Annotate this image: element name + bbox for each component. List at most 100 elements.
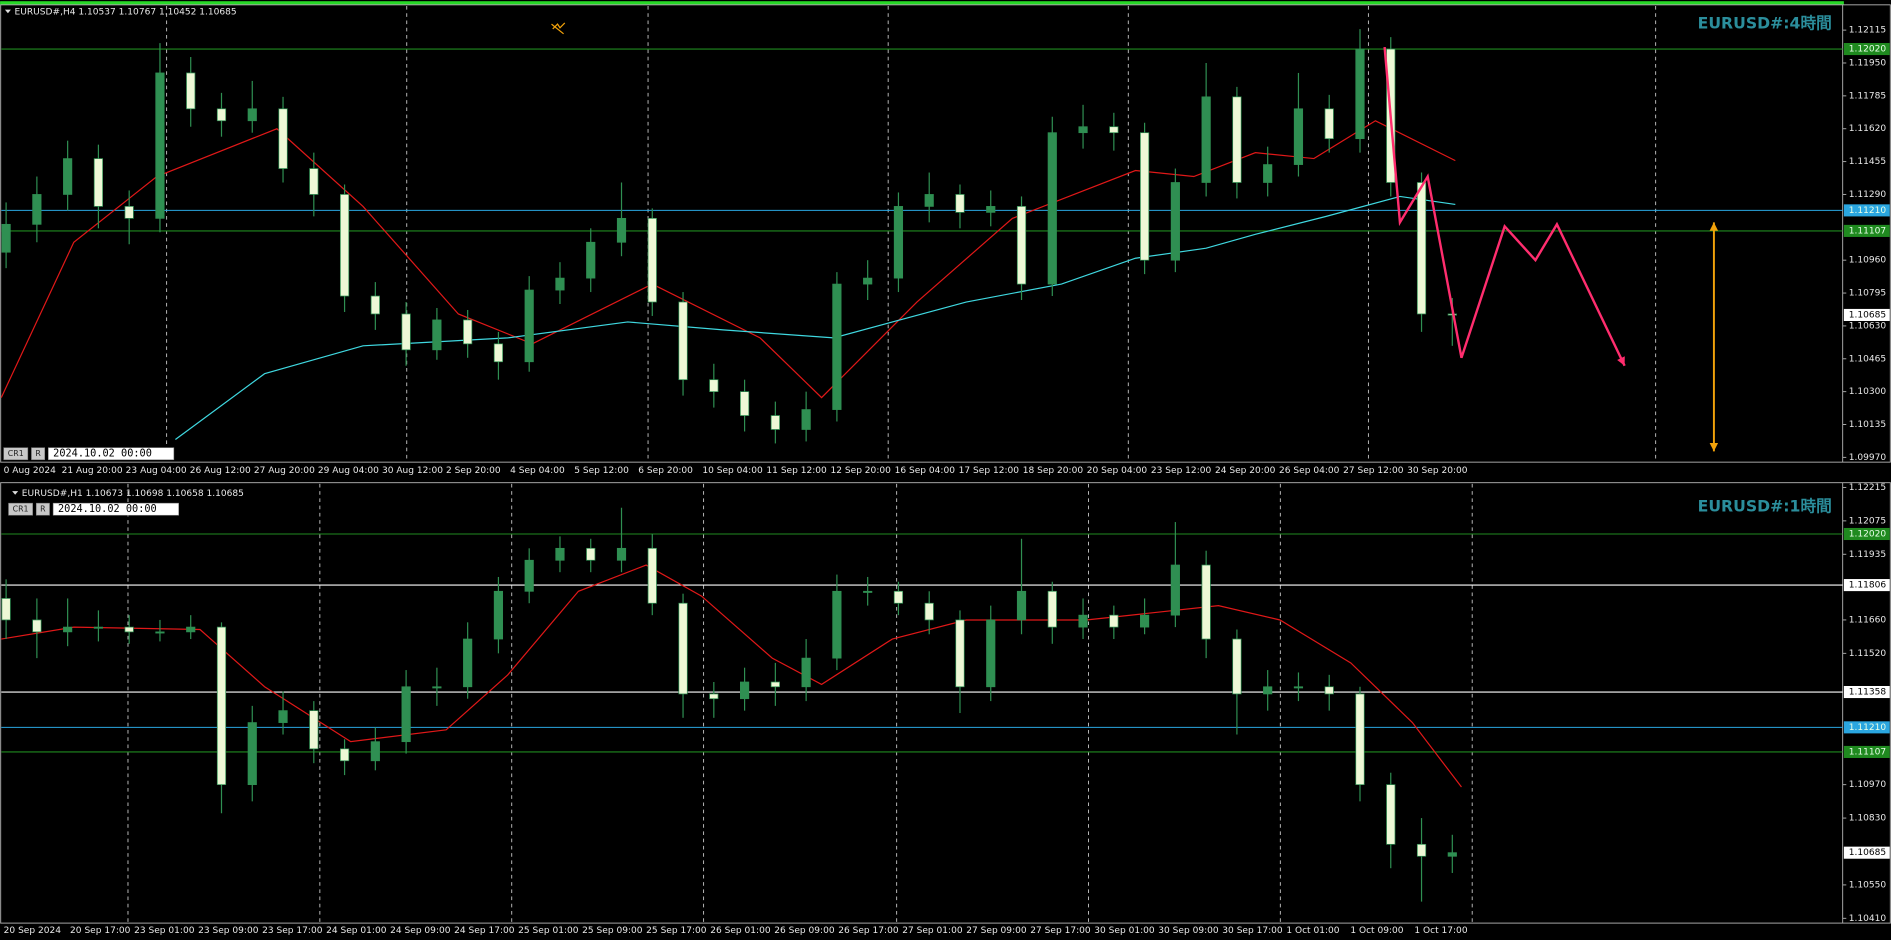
x-tick-label: 27 Sep 09:00	[966, 926, 1027, 936]
y-tick-label: 1.11455	[1849, 157, 1886, 167]
toolbar-button[interactable]	[3, 447, 29, 461]
x-tick-label: 24 Sep 17:00	[454, 926, 515, 936]
x-tick-label: 0 Aug 2024	[4, 466, 56, 476]
candle-body	[832, 590, 842, 659]
x-tick-label: 23 Sep 17:00	[262, 926, 323, 936]
y-tick-label: 1.10630	[1849, 321, 1887, 331]
candle-body	[955, 194, 965, 213]
candle-body	[93, 158, 103, 207]
candle-body	[1, 598, 11, 621]
x-tick-label: 17 Sep 12:00	[959, 466, 1020, 476]
candle-body	[770, 415, 780, 430]
candle-body	[555, 277, 565, 291]
x-tick-label: 23 Sep 09:00	[198, 926, 259, 936]
candle-body	[801, 657, 811, 688]
candle-body	[647, 547, 657, 604]
candle-body	[124, 206, 134, 219]
price-label: 1.11107	[1849, 226, 1886, 236]
toolbar-button-label: CR1	[8, 449, 24, 458]
candle-body	[155, 72, 165, 219]
collapse-arrow	[4, 9, 11, 14]
candle-body	[278, 108, 288, 169]
candle-body	[401, 313, 411, 351]
candle-body	[370, 295, 380, 315]
x-tick-label: 4 Sep 04:00	[510, 466, 565, 476]
x-tick-label: 30 Sep 20:00	[1407, 466, 1468, 476]
price-label-box	[1843, 846, 1890, 859]
candle-body	[1232, 638, 1242, 695]
candle-body	[1170, 182, 1180, 261]
x-tick-label: 30 Sep 17:00	[1222, 926, 1283, 936]
candle-body	[924, 602, 934, 621]
y-tick-label: 1.11950	[1849, 58, 1887, 68]
candle-body	[186, 626, 196, 633]
x-tick-label: 10 Sep 04:00	[702, 466, 763, 476]
toolbar-button[interactable]	[31, 447, 46, 461]
price-label-box	[1843, 308, 1890, 321]
x-tick-label: 18 Sep 20:00	[1023, 466, 1084, 476]
arrow-head	[1617, 356, 1625, 366]
candle-body	[524, 289, 534, 363]
price-label-box	[1843, 43, 1890, 56]
candle-body	[401, 686, 411, 743]
y-tick-label: 1.10795	[1849, 289, 1886, 299]
candle-body	[586, 241, 596, 279]
candle-body	[1201, 96, 1211, 183]
toolbar-button[interactable]	[35, 502, 50, 516]
candle-body	[1263, 164, 1273, 183]
candle-body	[678, 602, 688, 695]
x-tick-label: 5 Sep 12:00	[574, 466, 629, 476]
x-tick-label: 30 Aug 12:00	[382, 466, 443, 476]
candle-body	[955, 619, 965, 688]
price-label-box	[1843, 204, 1890, 217]
candle-body	[863, 590, 873, 593]
x-tick-label: 30 Sep 01:00	[1094, 926, 1155, 936]
candle-body	[186, 72, 196, 110]
candle-body	[309, 168, 319, 195]
x-tick-label: 21 Aug 20:00	[62, 466, 123, 476]
x-tick-label: 27 Aug 20:00	[254, 466, 315, 476]
candle-body	[309, 710, 319, 750]
y-tick-label: 1.10960	[1849, 256, 1887, 266]
toolbar-button-label: CR1	[13, 505, 29, 514]
x-tick-label: 27 Sep 01:00	[902, 926, 963, 936]
panel-frame	[0, 482, 1891, 924]
x-tick-label: 25 Sep 17:00	[646, 926, 707, 936]
y-tick-label: 1.10300	[1849, 387, 1887, 397]
candle-body	[493, 590, 504, 640]
candle-body	[586, 547, 596, 561]
x-tick-label: 1 Oct 17:00	[1414, 926, 1467, 936]
date-box-text: 2024.10.02 00:00	[58, 503, 157, 515]
x-tick-label: 20 Sep 17:00	[70, 926, 131, 936]
candle-body	[32, 619, 42, 633]
candle-body	[1324, 686, 1334, 695]
y-tick-label: 1.10465	[1849, 354, 1886, 364]
candle-body	[155, 631, 165, 634]
y-tick-label: 1.11290	[1849, 190, 1887, 200]
candle-body	[63, 626, 73, 633]
y-tick-label: 1.10830	[1849, 814, 1887, 824]
candle-body	[1416, 182, 1427, 315]
candle-body	[1263, 686, 1273, 695]
x-tick-label: 27 Sep 17:00	[1030, 926, 1091, 936]
y-tick-label: 1.12215	[1849, 483, 1886, 493]
x-tick-label: 26 Aug 12:00	[190, 466, 251, 476]
price-label-box	[1843, 721, 1890, 734]
x-tick-label: 24 Sep 20:00	[1215, 466, 1276, 476]
y-tick-label: 1.11520	[1849, 649, 1887, 659]
candle-body	[370, 741, 380, 762]
price-label: 1.12020	[1849, 529, 1887, 539]
x-tick-label: 29 Aug 04:00	[318, 466, 379, 476]
toolbar-button[interactable]	[8, 502, 33, 516]
candle-body	[1, 223, 11, 253]
candle-body	[893, 206, 904, 279]
watermark: EURUSD#:4時間	[1698, 14, 1832, 33]
candle-body	[647, 217, 657, 303]
price-label: 1.11358	[1849, 688, 1887, 698]
x-tick-label: 20 Sep 2024	[4, 926, 62, 936]
y-tick-label: 1.10550	[1849, 880, 1887, 890]
candle-body	[1109, 614, 1119, 628]
x-tick-label: 1 Oct 09:00	[1350, 926, 1403, 936]
candle-body	[1416, 843, 1427, 857]
x-tick-label: 12 Sep 20:00	[831, 466, 892, 476]
